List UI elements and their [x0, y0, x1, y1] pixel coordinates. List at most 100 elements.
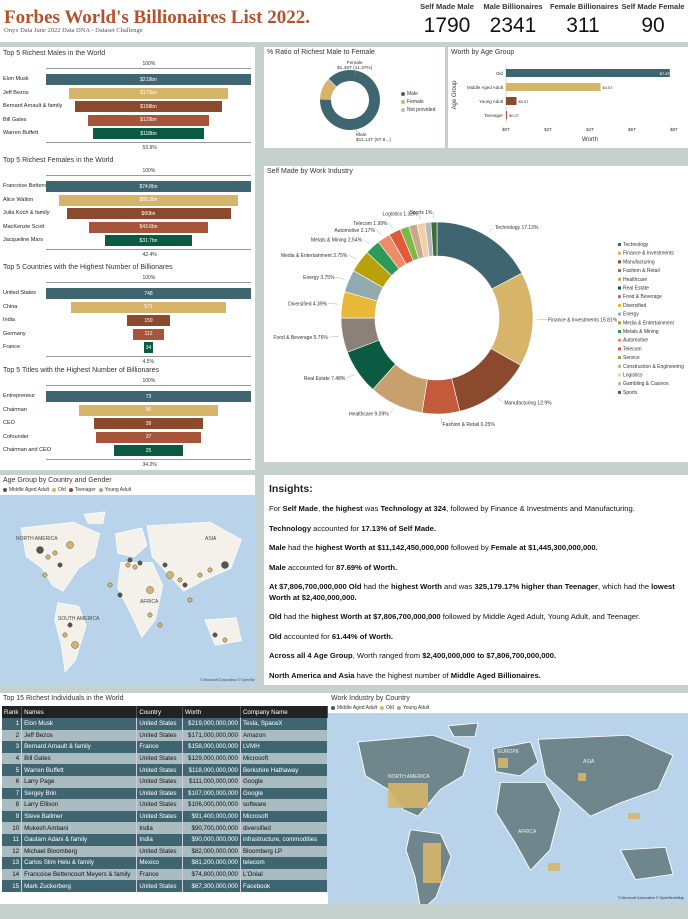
funnel-richest-females[interactable]: Top 5 Richest Females in the World 100% Fr…: [0, 154, 255, 260]
map-bubble[interactable]: [187, 597, 193, 603]
map-bubble[interactable]: [67, 622, 73, 628]
female-slice[interactable]: [320, 79, 336, 100]
age-bar[interactable]: [506, 97, 517, 105]
map-bubble[interactable]: [177, 577, 183, 583]
map-bubble[interactable]: [146, 586, 154, 594]
age-bar[interactable]: [506, 69, 670, 77]
map-bubble[interactable]: [132, 564, 138, 570]
table-row[interactable]: 15 Mark Zuckerberg United States $67,300,00…: [2, 880, 329, 892]
funnel-top-titles[interactable]: Top 5 Titles with the Highest Number of …: [0, 364, 255, 468]
funnel-bar[interactable]: $60bn: [66, 208, 231, 219]
map-bubble[interactable]: [137, 560, 143, 566]
map-bubble[interactable]: [207, 567, 213, 573]
map-highlight-region[interactable]: [548, 863, 560, 871]
map-highlight-region[interactable]: [578, 773, 586, 781]
funnel-bar[interactable]: $158bn: [74, 101, 223, 112]
female-label: Female: [346, 61, 363, 66]
map-bubble[interactable]: [212, 632, 218, 638]
column-header[interactable]: Names: [21, 706, 138, 718]
map-bubble[interactable]: [222, 637, 228, 643]
table-row[interactable]: 11 Gautam Adani & family India $90,000,000,…: [2, 833, 329, 846]
table-row[interactable]: 12 Michael Bloomberg United States $82,000,…: [2, 845, 329, 858]
funnel-bar[interactable]: $65.3bn: [59, 194, 238, 206]
map-bubble[interactable]: [182, 582, 188, 588]
map-bubble[interactable]: [166, 571, 174, 579]
funnel-bar[interactable]: $43.6bn: [89, 221, 208, 233]
map-highlight-region[interactable]: [423, 843, 441, 883]
funnel-bar[interactable]: 748: [46, 288, 251, 299]
age-world-map[interactable]: NORTH AMERICA ASIA AFRICA SOUTH AMERICA © Mi…: [0, 495, 255, 685]
map-bubble[interactable]: [71, 641, 79, 649]
table-row[interactable]: 4 Bill Gates United States $129,000,000,000…: [2, 752, 329, 765]
map-highlight-region[interactable]: [388, 783, 428, 808]
map-bubble[interactable]: [147, 612, 153, 618]
table-row[interactable]: 8 Larry Ellison United States $106,000,000,…: [2, 799, 329, 811]
map-bubble[interactable]: [127, 557, 133, 563]
industry-slice[interactable]: [436, 221, 523, 290]
map-bubble[interactable]: [45, 554, 51, 560]
map-bubble[interactable]: [52, 550, 58, 556]
industry-slice[interactable]: [490, 272, 534, 366]
funnel-bar[interactable]: 73: [46, 391, 251, 402]
funnel-bar[interactable]: $171bn: [68, 87, 229, 99]
funnel-bar[interactable]: 25: [113, 445, 184, 456]
map-bubble[interactable]: [221, 561, 229, 569]
column-header[interactable]: Country: [136, 706, 183, 718]
table-cell: 10: [2, 822, 23, 834]
table-row[interactable]: 1 Elon Musk United States $219,000,000,000 T…: [2, 718, 329, 730]
funnel-bar[interactable]: 37: [96, 431, 201, 443]
age-bar[interactable]: [506, 83, 601, 91]
column-header[interactable]: Worth: [182, 706, 241, 718]
map-bubble[interactable]: [107, 582, 113, 588]
map-bubble[interactable]: [197, 572, 203, 578]
map-bubble[interactable]: [125, 562, 131, 568]
funnel-bar[interactable]: $31.7bn: [105, 235, 192, 246]
funnel-bar[interactable]: 112: [133, 328, 164, 340]
funnel-row-label: Cofounder: [3, 433, 29, 440]
industry-donut-chart[interactable]: Technology 17.13% Finance & Investments 1…: [264, 166, 688, 462]
funnel-bar[interactable]: 39: [94, 418, 203, 429]
funnel-bar[interactable]: $118bn: [93, 128, 204, 139]
table-cell: United States: [136, 752, 183, 765]
industry-world-map[interactable]: NORTH AMERICA EUROPE ASIA AFRICA © Microsoft…: [328, 713, 688, 904]
funnel-bar[interactable]: $129bn: [88, 114, 209, 126]
industry-slice[interactable]: [430, 221, 438, 257]
map-highlight-region[interactable]: [498, 758, 508, 768]
map-bubble[interactable]: [57, 562, 63, 568]
male-slice[interactable]: [320, 70, 380, 130]
table-row[interactable]: 5 Warren Buffett United States $118,000,000…: [2, 764, 329, 776]
funnel-bar[interactable]: 571: [70, 301, 227, 313]
funnel-top-countries[interactable]: Top 5 Countries with the Highest Number …: [0, 261, 255, 365]
not-provided-slice[interactable]: [327, 78, 337, 88]
map-bubble[interactable]: [157, 622, 163, 628]
funnel-bar[interactable]: $74.8bn: [46, 181, 251, 192]
map-bubble[interactable]: [162, 562, 168, 568]
map-bubble[interactable]: [62, 632, 68, 638]
map-highlight-region[interactable]: [628, 813, 640, 819]
table-row[interactable]: 13 Carlos Slim Helu & family Mexico $81,200…: [2, 857, 329, 869]
map-bubble[interactable]: [117, 592, 123, 598]
map-bubble[interactable]: [36, 546, 44, 554]
age-bar-chart[interactable]: Old $7.8T Middle Aged Adult $4.5T Young Adul…: [448, 47, 688, 148]
funnel-bar[interactable]: $219bn: [46, 74, 251, 85]
table-row[interactable]: 2 Jeff Bezos United States $171,000,000,000…: [2, 729, 329, 742]
table-cell: United States: [136, 799, 183, 811]
table-row[interactable]: 9 Steve Ballmer United States $91,400,000,0…: [2, 810, 329, 823]
age-bar[interactable]: [506, 111, 507, 119]
table-row[interactable]: 10 Mukesh Ambani India $90,700,000,000 diver…: [2, 822, 329, 834]
map-bubble[interactable]: [42, 572, 48, 578]
table-cell: Michael Bloomberg: [21, 845, 138, 858]
funnel-richest-males[interactable]: Top 5 Richest Males in the World 100% Elon…: [0, 47, 255, 153]
ratio-donut-chart[interactable]: [264, 47, 445, 148]
table-row[interactable]: 7 Sergey Brin United States $107,000,000,00…: [2, 787, 329, 800]
funnel-bar[interactable]: 50: [78, 404, 219, 416]
table-row[interactable]: 14 Francoise Bettencourt Meyers & family F…: [2, 868, 329, 881]
column-header[interactable]: Company Name: [240, 706, 329, 718]
column-header[interactable]: Rank: [2, 706, 23, 718]
funnel-bar[interactable]: 34: [143, 342, 154, 353]
richest-table[interactable]: Rank Names Country Worth Company Name 1 Elon …: [2, 706, 329, 892]
funnel-bar[interactable]: 159: [126, 315, 171, 326]
table-row[interactable]: 3 Bernard Arnault & family France $158,000,…: [2, 741, 329, 753]
table-row[interactable]: 6 Larry Page United States $111,000,000,000…: [2, 775, 329, 788]
map-bubble[interactable]: [66, 541, 74, 549]
